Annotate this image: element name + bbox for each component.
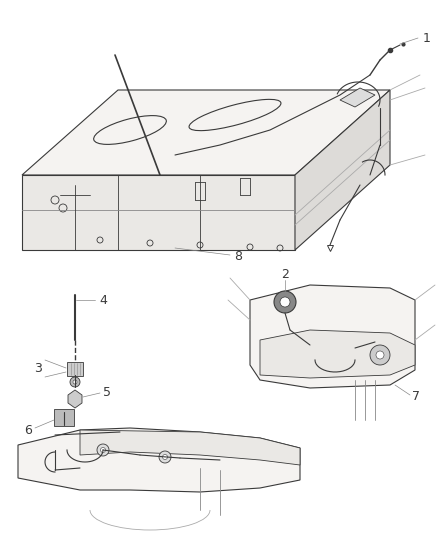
Circle shape	[159, 451, 171, 463]
Polygon shape	[260, 330, 415, 378]
Polygon shape	[22, 175, 295, 250]
Circle shape	[162, 455, 167, 459]
Polygon shape	[250, 285, 415, 388]
Circle shape	[100, 448, 106, 453]
Text: 5: 5	[103, 385, 111, 399]
Circle shape	[376, 351, 384, 359]
Text: 3: 3	[34, 361, 42, 375]
Polygon shape	[68, 390, 82, 408]
Circle shape	[274, 291, 296, 313]
Polygon shape	[295, 90, 390, 250]
Polygon shape	[18, 428, 300, 492]
Polygon shape	[80, 430, 300, 465]
Text: 7: 7	[412, 391, 420, 403]
Circle shape	[73, 380, 77, 384]
FancyBboxPatch shape	[67, 362, 83, 376]
Text: 1: 1	[423, 31, 431, 44]
FancyBboxPatch shape	[54, 409, 74, 426]
Circle shape	[370, 345, 390, 365]
Circle shape	[70, 377, 80, 387]
Text: 2: 2	[281, 268, 289, 280]
Text: 8: 8	[234, 249, 242, 262]
Text: 6: 6	[24, 424, 32, 437]
Text: 4: 4	[99, 294, 107, 306]
Polygon shape	[340, 88, 375, 107]
Polygon shape	[22, 90, 390, 175]
Circle shape	[280, 297, 290, 307]
Circle shape	[97, 444, 109, 456]
